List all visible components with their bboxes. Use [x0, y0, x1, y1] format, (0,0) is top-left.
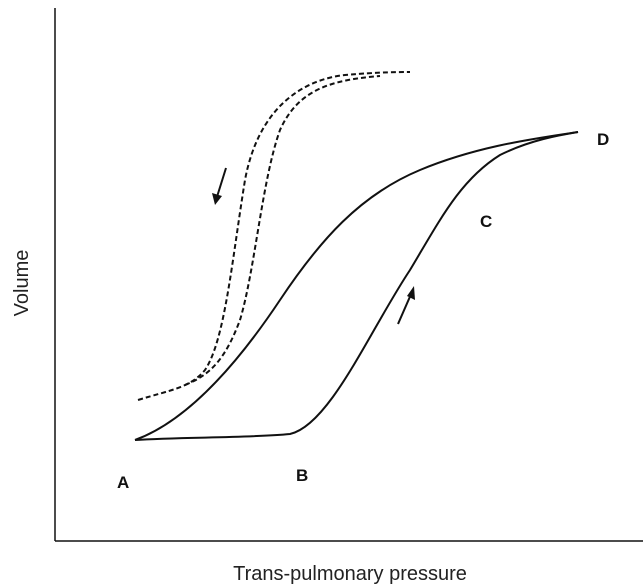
inflation-curve [134, 131, 579, 441]
dashed-curve-inner [184, 75, 381, 386]
point-label: C [480, 212, 492, 231]
arrow-down [212, 167, 227, 205]
dashed-curve-outer [137, 71, 411, 401]
point-label: B [296, 466, 308, 485]
arrow-up [397, 286, 415, 325]
y-axis-label: Volume [11, 250, 33, 317]
point-label: D [597, 130, 609, 149]
deflation-curve [134, 131, 579, 441]
x-axis-label: Trans-pulmonary pressure [233, 563, 467, 585]
point-label: A [117, 473, 129, 492]
